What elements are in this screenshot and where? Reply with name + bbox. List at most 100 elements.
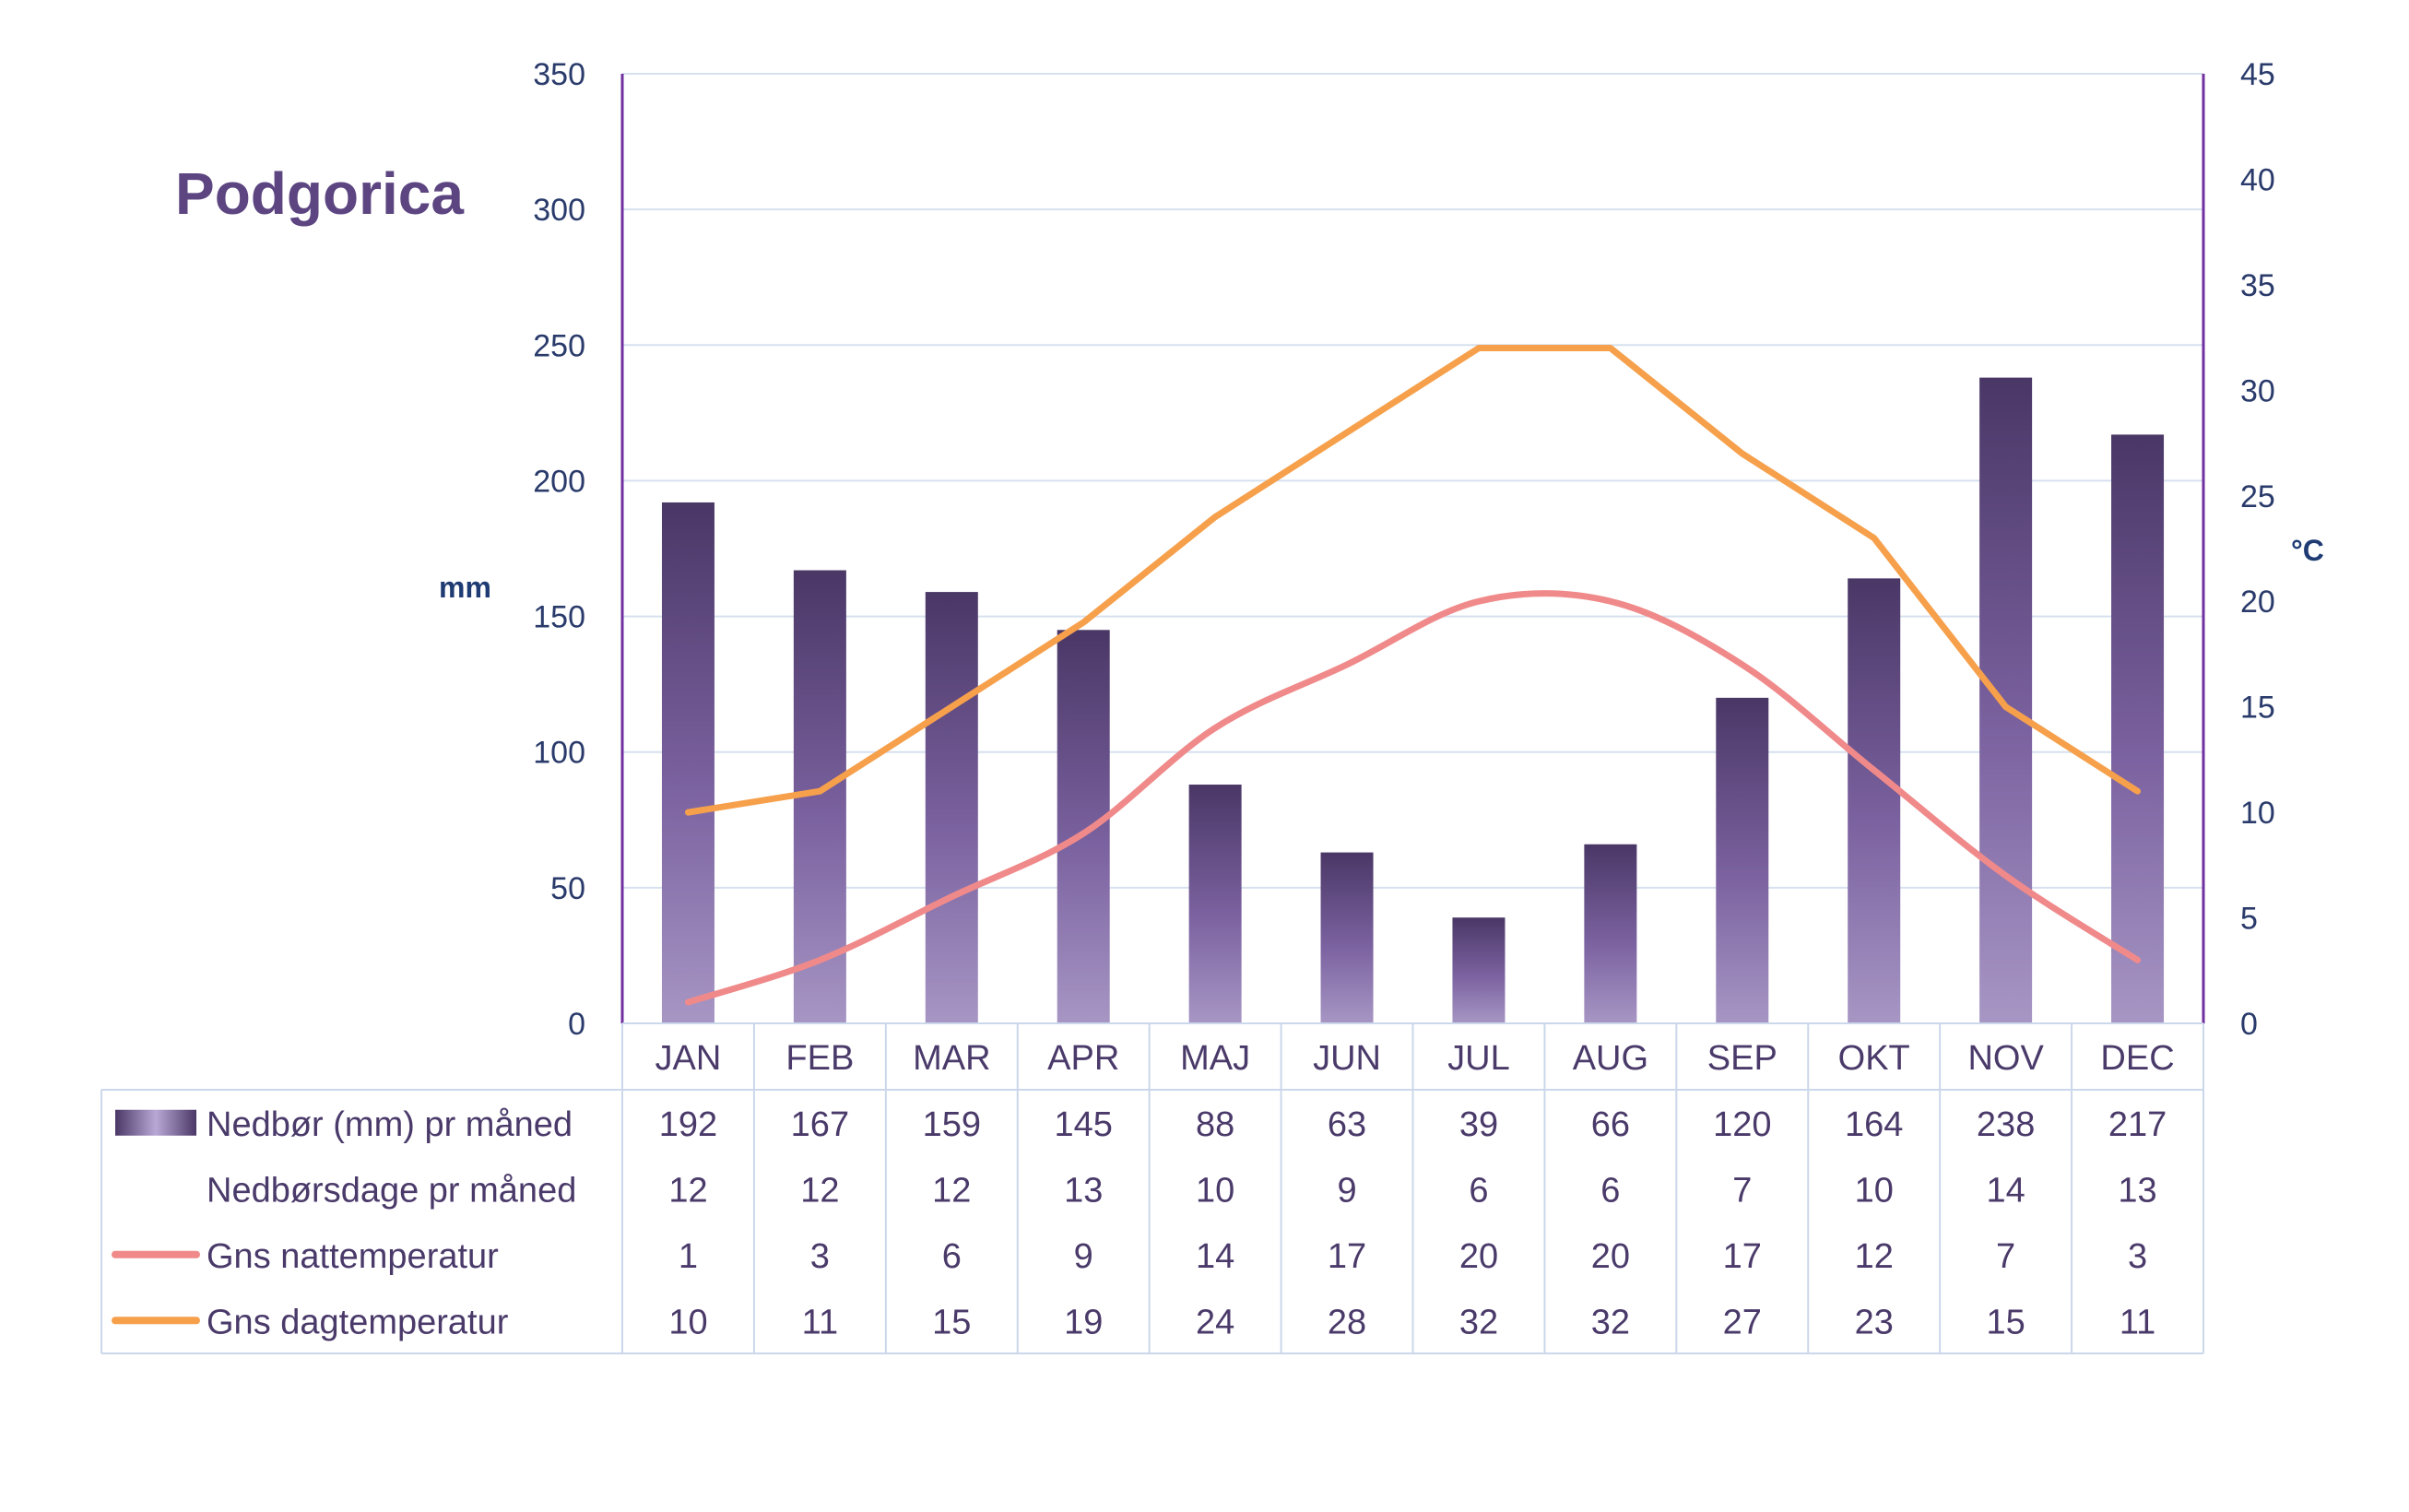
table-cell: 145 <box>1055 1105 1113 1144</box>
x-tick-label: MAR <box>913 1039 990 1078</box>
table-row-label: Gns dagtemperatur <box>207 1303 509 1341</box>
table-row-label: Gns nattemperatur <box>207 1237 499 1276</box>
x-tick-label: DEC <box>2100 1039 2174 1078</box>
table-cell: 32 <box>1459 1303 1498 1341</box>
precipitation-bar <box>1320 852 1374 1023</box>
y2-tick-label: 30 <box>2240 373 2275 408</box>
y-tick-label: 350 <box>533 57 585 92</box>
table-cell: 7 <box>1996 1237 2015 1276</box>
table-cell: 17 <box>1328 1237 1366 1276</box>
table-row-label: Nedbør (mm) pr måned <box>207 1105 573 1144</box>
y-tick-label: 150 <box>533 600 585 635</box>
table-cell: 11 <box>802 1303 838 1341</box>
table-cell: 14 <box>1196 1237 1234 1276</box>
table-cell: 159 <box>923 1105 981 1144</box>
table-cell: 15 <box>932 1303 971 1341</box>
table-cell: 164 <box>1845 1105 1903 1144</box>
data-table: JAN FEB MAR APR MAJ JUN JUL AUG SEP OKT NOV DEC Nedb… <box>100 1023 2204 1354</box>
table-cell: 12 <box>932 1171 971 1210</box>
table-cell: 11 <box>2120 1303 2155 1341</box>
table-cell: 12 <box>1855 1237 1894 1276</box>
table-cell: 14 <box>1986 1171 2025 1210</box>
table-cell: 12 <box>668 1171 707 1210</box>
table-cell: 23 <box>1855 1303 1894 1341</box>
x-tick-label: FEB <box>785 1039 854 1078</box>
legend-key-precipitation <box>115 1109 196 1136</box>
y2-tick-label: 25 <box>2240 479 2275 514</box>
temperature-lines <box>684 345 2142 1006</box>
y2-axis-label: °C <box>2291 534 2324 567</box>
precipitation-bar <box>1979 377 2033 1024</box>
day-temperature-line <box>684 345 2142 816</box>
table-cell: 19 <box>1064 1303 1103 1341</box>
x-tick-label: NOV <box>1967 1039 2044 1078</box>
table-cell: 6 <box>942 1237 962 1276</box>
table-row-label: Nedbørsdage pr måned <box>207 1171 576 1210</box>
table-cell: 28 <box>1328 1303 1366 1341</box>
y2-axis-ticks: 0 5 10 15 20 25 30 35 40 45 <box>2240 57 2275 1042</box>
table-cell: 7 <box>1732 1171 1752 1210</box>
table-cell: 20 <box>1591 1237 1630 1276</box>
y-tick-label: 250 <box>533 328 585 363</box>
x-tick-label: JAN <box>655 1039 722 1078</box>
y-tick-label: 0 <box>568 1007 585 1042</box>
y2-tick-label: 15 <box>2240 691 2275 726</box>
x-tick-label: SEP <box>1707 1039 1777 1078</box>
x-tick-label: MAJ <box>1180 1039 1250 1078</box>
table-cell: 39 <box>1459 1105 1498 1144</box>
table-cell: 24 <box>1196 1303 1234 1341</box>
table-cell: 66 <box>1591 1105 1630 1144</box>
table-cell: 217 <box>2108 1105 2167 1144</box>
table-cell: 10 <box>668 1303 707 1341</box>
table-cell: 1 <box>679 1237 698 1276</box>
precipitation-bar <box>1452 917 1506 1023</box>
night-temperature-line <box>684 590 2142 1006</box>
table-cell: 192 <box>659 1105 717 1144</box>
precipitation-bar <box>1584 844 1637 1023</box>
y-tick-label: 200 <box>533 464 585 499</box>
x-tick-label: APR <box>1047 1039 1119 1078</box>
table-cell: 12 <box>800 1171 839 1210</box>
table-cell: 238 <box>1977 1105 2035 1144</box>
precipitation-bar <box>1057 630 1110 1023</box>
table-cell: 63 <box>1328 1105 1366 1144</box>
table-cell: 6 <box>1469 1171 1488 1210</box>
y-axis-ticks: 0 50 100 150 200 250 300 350 <box>533 57 585 1042</box>
table-cell: 20 <box>1459 1237 1498 1276</box>
table-cell: 3 <box>810 1237 830 1276</box>
y2-tick-label: 40 <box>2240 162 2275 197</box>
table-cell: 120 <box>1713 1105 1771 1144</box>
x-tick-label: JUL <box>1447 1039 1510 1078</box>
y-tick-label: 100 <box>533 736 585 771</box>
table-cell: 32 <box>1591 1303 1630 1341</box>
table-cell: 9 <box>1337 1171 1356 1210</box>
table-cell: 9 <box>1074 1237 1093 1276</box>
table-cell: 167 <box>791 1105 849 1144</box>
y2-tick-label: 35 <box>2240 268 2275 303</box>
table-cell: 13 <box>2118 1171 2156 1210</box>
precipitation-bar <box>661 502 714 1023</box>
precipitation-bars <box>661 377 2165 1024</box>
x-tick-label: AUG <box>1573 1039 1648 1078</box>
y2-tick-label: 10 <box>2240 796 2275 831</box>
y2-tick-label: 5 <box>2240 902 2258 937</box>
axes <box>620 74 2205 1024</box>
table-cell: 13 <box>1064 1171 1103 1210</box>
table-cell: 6 <box>1600 1171 1620 1210</box>
table-cell: 10 <box>1196 1171 1234 1210</box>
x-tick-label: OKT <box>1838 1039 1910 1078</box>
table-cell: 3 <box>2128 1237 2147 1276</box>
y2-tick-label: 45 <box>2240 57 2275 92</box>
precipitation-bar <box>2111 434 2165 1023</box>
table-cell: 15 <box>1986 1303 2025 1341</box>
precipitation-bar <box>1188 785 1242 1023</box>
table-cell: 17 <box>1723 1237 1762 1276</box>
x-tick-label: JUN <box>1313 1039 1381 1078</box>
y-tick-label: 50 <box>550 871 585 906</box>
precipitation-bar <box>1716 697 1769 1023</box>
precipitation-bar <box>1848 578 1901 1023</box>
precipitation-bar <box>925 592 978 1023</box>
y2-tick-label: 0 <box>2240 1007 2258 1042</box>
table-cell: 88 <box>1196 1105 1234 1144</box>
